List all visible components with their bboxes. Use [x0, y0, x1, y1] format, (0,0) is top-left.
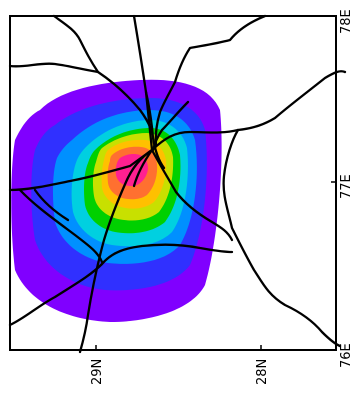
road-line — [222, 128, 342, 348]
road-line — [150, 70, 347, 152]
lon-label-77e: 77E — [339, 174, 352, 199]
road-line — [144, 90, 166, 170]
map-frame — [9, 15, 337, 351]
road-line — [33, 188, 70, 222]
road-line — [150, 148, 234, 242]
road-line — [18, 188, 104, 264]
lon-label-76e: 76E — [339, 343, 352, 368]
lat-label-29n: 29N — [90, 359, 105, 385]
frame-ticks — [95, 181, 336, 350]
road-network — [8, 14, 347, 354]
lon-label-78e: 78E — [339, 9, 352, 34]
road-line — [8, 62, 100, 74]
road-line — [154, 14, 267, 147]
road-line — [132, 148, 154, 188]
road-line — [78, 148, 154, 354]
lat-label-28n: 28N — [255, 359, 270, 385]
road-line — [8, 243, 234, 327]
